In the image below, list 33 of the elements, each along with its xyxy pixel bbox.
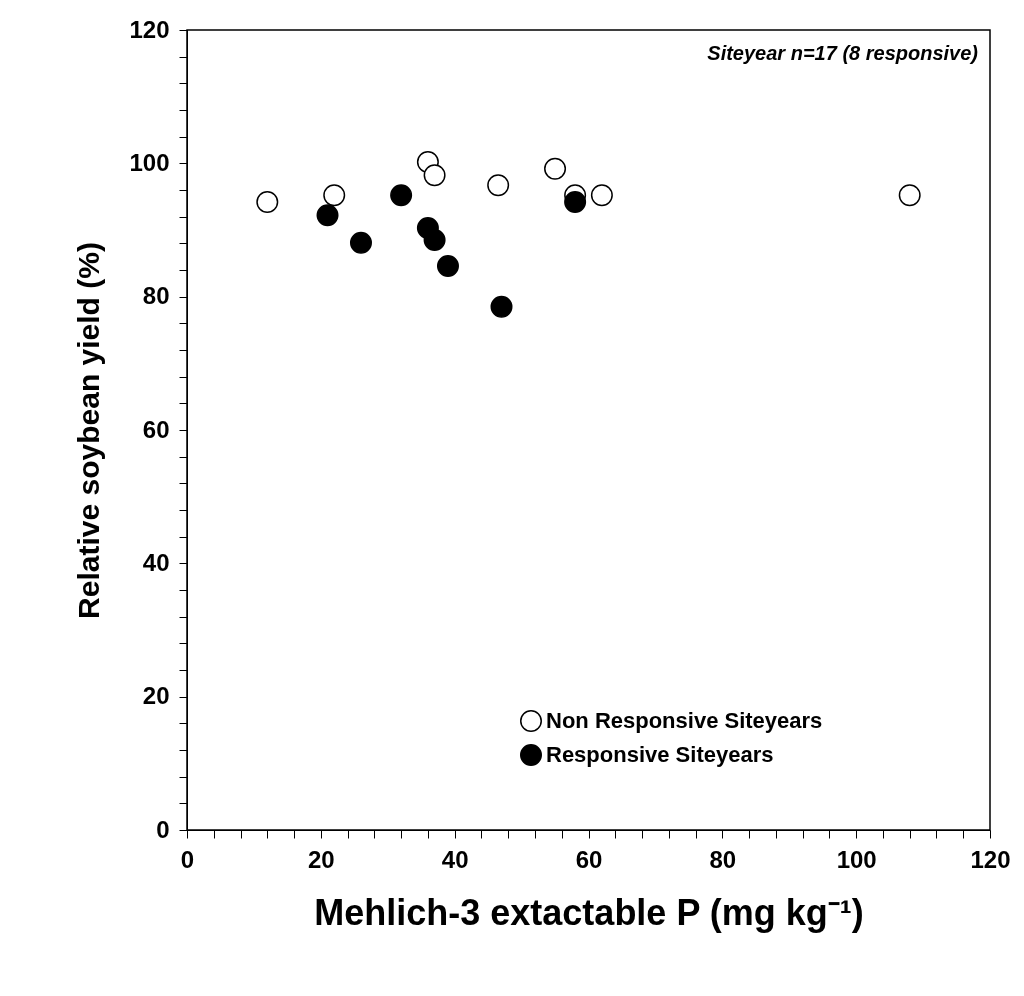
point: [423, 229, 446, 251]
point: [544, 157, 567, 180]
x-tick-label: 60: [575, 845, 603, 873]
x-axis-title: Mehlich-3 extactable P (mg kg⁻¹): [314, 891, 864, 933]
point: [490, 295, 513, 318]
x-tick-label: 100: [836, 845, 877, 873]
point: [590, 184, 613, 207]
point: [323, 184, 346, 207]
point: [487, 174, 510, 197]
x-tick-label: 120: [970, 845, 1011, 873]
y-axis-title: Relative soybean yield (%): [72, 242, 106, 619]
point: [564, 191, 587, 213]
point: [898, 184, 921, 207]
point: [436, 255, 459, 277]
y-tick-label: 80: [142, 282, 170, 310]
x-tick-label: 0: [180, 845, 195, 873]
point: [256, 191, 279, 213]
x-tick-label: 20: [307, 845, 335, 873]
y-tick-label: 100: [129, 148, 170, 176]
point: [423, 164, 446, 187]
annotation: Siteyear n=17 (8 responsive): [707, 42, 979, 64]
legend-label: Responsive Siteyears: [546, 742, 774, 767]
x-tick-label: 80: [709, 845, 737, 873]
y-tick-label: 20: [142, 682, 170, 710]
y-tick-label: 0: [156, 815, 170, 843]
point: [390, 184, 413, 207]
y-tick-label: 120: [129, 15, 170, 43]
y-tick-label: 60: [142, 415, 170, 443]
y-tick-label: 40: [142, 548, 170, 576]
x-tick-label: 40: [441, 845, 469, 873]
legend-label: Non Responsive Siteyears: [546, 708, 823, 733]
point: [349, 231, 372, 254]
point: [316, 204, 339, 227]
